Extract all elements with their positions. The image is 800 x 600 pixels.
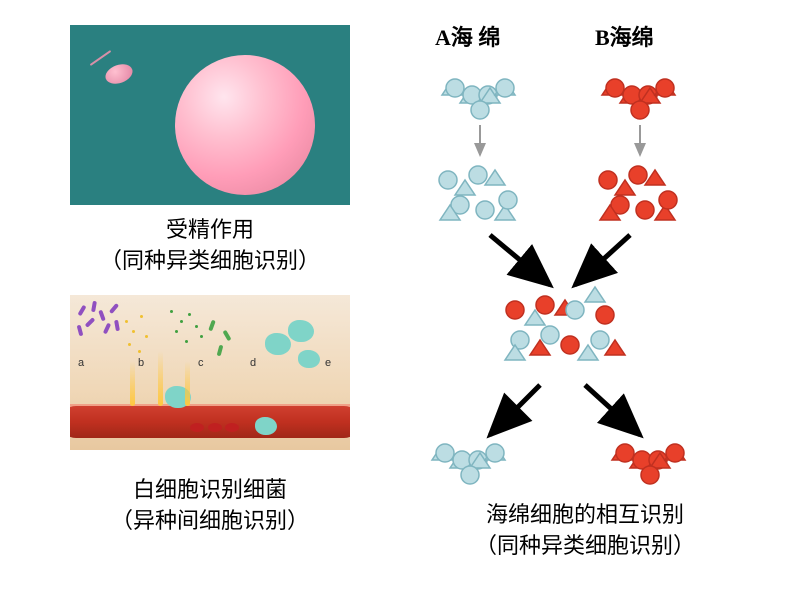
bacterium-icon [217,345,224,357]
bacterium-icon [91,301,97,313]
cluster-a-2 [439,166,517,220]
sponge-svg [400,40,770,520]
stream [158,351,163,406]
caption-line: （同种异类细胞识别） [400,531,770,562]
particle-icon [200,335,203,338]
caption-line: （异种间细胞识别） [70,506,350,537]
white-blood-cell [265,333,291,355]
cluster-b-final [612,444,685,484]
bacterium-icon [77,325,84,337]
particle-icon [188,313,191,316]
white-blood-cell [288,320,314,342]
red-blood-cell [190,423,204,432]
region-label: e [325,357,331,369]
particle-icon [175,330,178,333]
particle-icon [195,325,198,328]
white-blood-cell [298,350,320,368]
particle-icon [180,320,183,323]
particle-icon [125,320,128,323]
red-blood-cell [225,423,239,432]
sperm-head [103,61,135,87]
bacterium-icon [223,330,232,342]
bacterium-icon [98,310,106,322]
sponge-diagram: A海 绵 B海绵 [400,20,770,570]
region-label: b [138,357,144,369]
cluster-mixed [505,287,625,360]
region-label: a [78,357,84,369]
bacterium-icon [208,320,216,332]
stream [185,361,190,406]
white-blood-cell [255,417,277,435]
cluster-b-2 [599,166,677,220]
stream [130,361,135,406]
particle-icon [128,343,131,346]
caption-line: 海绵细胞的相互识别 [400,500,770,531]
caption-line: （同种异类细胞识别） [70,246,350,277]
red-blood-cell [208,423,222,432]
fertilization-caption: 受精作用 （同种异类细胞识别） [70,215,350,277]
bacterium-icon [78,305,87,317]
particle-icon [145,335,148,338]
cluster-a-final [432,444,505,484]
bacterium-icon [103,323,111,335]
particle-icon [185,340,188,343]
fertilization-image [70,25,350,205]
caption-line: 白细胞识别细菌 [70,475,350,506]
bacterium-icon [85,317,96,328]
sperm-tail [90,50,112,66]
particle-icon [140,315,143,318]
bacterium-icon [109,303,119,314]
cluster-b-1 [602,79,675,119]
bacterium-icon [114,320,120,332]
immune-image: a b c d e [70,295,350,450]
caption-line: 受精作用 [70,215,350,246]
immune-caption: 白细胞识别细菌 （异种间细胞识别） [70,475,350,537]
particle-icon [132,330,135,333]
particle-icon [170,310,173,313]
region-label: c [198,357,204,369]
blood-vessel [70,406,350,438]
egg-cell [175,55,315,195]
cluster-a-1 [442,79,515,119]
particle-icon [138,350,141,353]
region-label: d [250,357,256,369]
sponge-caption: 海绵细胞的相互识别 （同种异类细胞识别） [400,500,770,562]
